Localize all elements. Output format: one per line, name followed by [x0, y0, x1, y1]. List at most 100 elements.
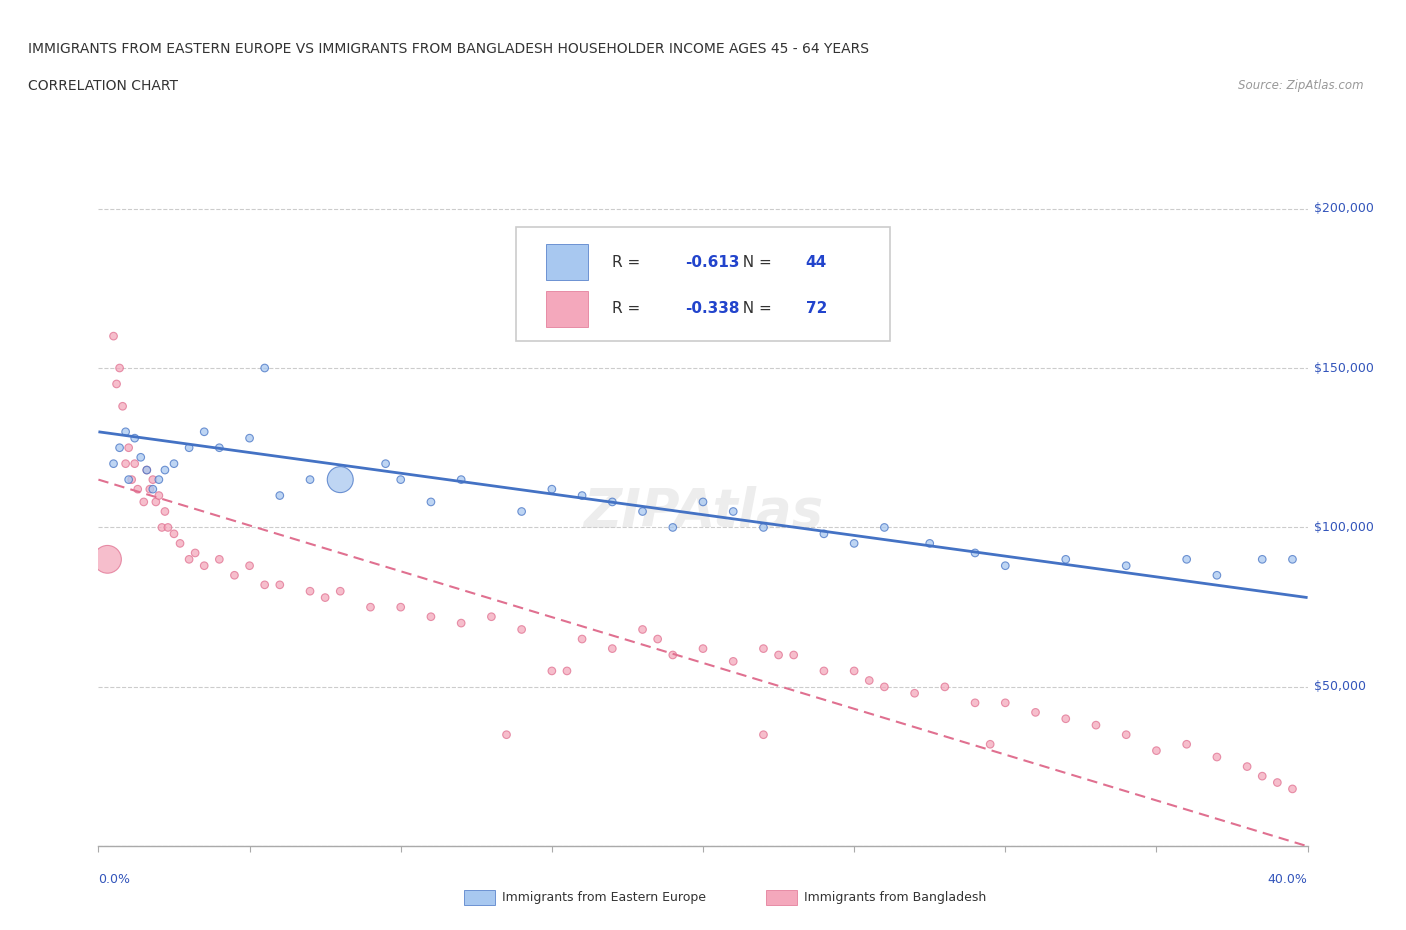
Point — [858, 673, 880, 688]
Point — [994, 558, 1017, 573]
Point — [661, 520, 683, 535]
Point — [118, 472, 141, 487]
Point — [108, 361, 131, 376]
Point — [631, 622, 654, 637]
Text: R =: R = — [612, 301, 645, 316]
Point — [389, 472, 412, 487]
Text: N =: N = — [733, 301, 778, 316]
FancyBboxPatch shape — [516, 227, 890, 340]
Point — [124, 457, 146, 472]
Point — [148, 488, 170, 503]
Point — [540, 482, 562, 497]
Point — [96, 551, 118, 566]
Point — [752, 727, 775, 742]
Point — [723, 654, 745, 669]
Point — [540, 663, 562, 678]
Point — [114, 424, 136, 439]
Point — [135, 462, 157, 477]
Text: $50,000: $50,000 — [1313, 681, 1365, 694]
Point — [193, 424, 215, 439]
Point — [163, 457, 186, 472]
Point — [904, 685, 927, 700]
Text: 44: 44 — [806, 255, 827, 270]
Point — [571, 488, 593, 503]
Point — [873, 520, 896, 535]
Point — [1206, 568, 1229, 583]
Text: $200,000: $200,000 — [1313, 202, 1374, 215]
Text: Source: ZipAtlas.com: Source: ZipAtlas.com — [1239, 79, 1364, 92]
Point — [420, 609, 443, 624]
Point — [121, 472, 143, 487]
Point — [239, 431, 262, 445]
Point — [420, 495, 443, 510]
FancyBboxPatch shape — [546, 244, 588, 281]
Point — [299, 584, 322, 599]
Text: 40.0%: 40.0% — [1268, 873, 1308, 886]
Point — [139, 482, 162, 497]
Point — [156, 520, 179, 535]
Text: 72: 72 — [806, 301, 827, 316]
Point — [934, 680, 956, 695]
Point — [1054, 711, 1077, 726]
Point — [495, 727, 517, 742]
Point — [103, 328, 125, 343]
Point — [1251, 551, 1274, 566]
Point — [1175, 551, 1198, 566]
Point — [602, 641, 624, 656]
Point — [844, 663, 866, 678]
FancyBboxPatch shape — [546, 290, 588, 327]
Point — [103, 457, 125, 472]
Point — [153, 504, 176, 519]
Text: $150,000: $150,000 — [1313, 362, 1374, 375]
Point — [1115, 727, 1137, 742]
Point — [768, 647, 790, 662]
Point — [873, 680, 896, 695]
Point — [374, 457, 396, 472]
Point — [329, 472, 352, 487]
Point — [389, 600, 412, 615]
Point — [965, 546, 987, 561]
Point — [1024, 705, 1046, 720]
Point — [253, 578, 276, 592]
Point — [118, 440, 141, 455]
Text: -0.338: -0.338 — [685, 301, 740, 316]
Point — [692, 495, 714, 510]
Point — [510, 504, 533, 519]
Point — [142, 482, 165, 497]
Point — [179, 551, 201, 566]
Point — [481, 609, 503, 624]
Point — [510, 622, 533, 637]
Point — [150, 520, 173, 535]
Text: N =: N = — [733, 255, 778, 270]
Point — [723, 504, 745, 519]
Point — [844, 536, 866, 551]
Point — [1144, 743, 1167, 758]
Point — [208, 440, 231, 455]
Point — [979, 737, 1001, 751]
Point — [224, 568, 246, 583]
Point — [1267, 775, 1289, 790]
Point — [329, 584, 352, 599]
Point — [1206, 750, 1229, 764]
Point — [163, 526, 186, 541]
Point — [1251, 769, 1274, 784]
Point — [1281, 781, 1303, 796]
Point — [179, 440, 201, 455]
Point — [135, 462, 157, 477]
Point — [450, 472, 472, 487]
Text: CORRELATION CHART: CORRELATION CHART — [28, 79, 179, 93]
Point — [148, 472, 170, 487]
Point — [647, 631, 669, 646]
Point — [142, 472, 165, 487]
Text: R =: R = — [612, 255, 645, 270]
Point — [239, 558, 262, 573]
Point — [661, 647, 683, 662]
Point — [752, 641, 775, 656]
Point — [692, 641, 714, 656]
Point — [314, 591, 336, 605]
Text: Immigrants from Eastern Europe: Immigrants from Eastern Europe — [502, 891, 706, 904]
Point — [555, 663, 578, 678]
Point — [602, 495, 624, 510]
Point — [105, 377, 128, 392]
Text: $100,000: $100,000 — [1313, 521, 1374, 534]
